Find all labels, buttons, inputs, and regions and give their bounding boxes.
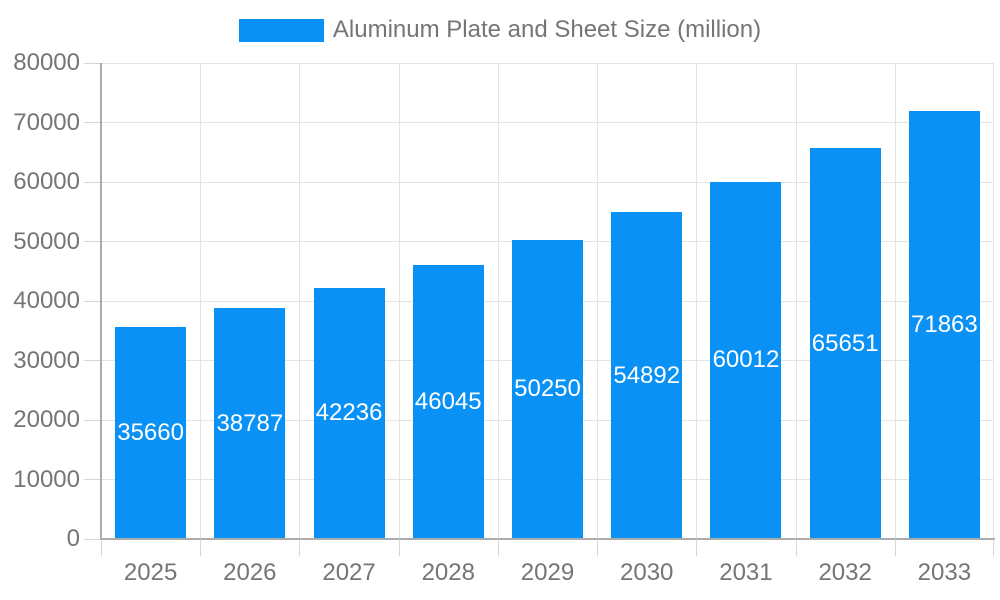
y-axis-label: 50000 <box>13 227 80 255</box>
x-tick <box>696 539 698 556</box>
bar-value-label: 65651 <box>811 329 879 357</box>
y-tick <box>84 479 100 480</box>
bar[interactable]: 60012 <box>710 181 782 539</box>
bar[interactable]: 42236 <box>313 287 385 539</box>
x-grid-line <box>200 63 202 539</box>
x-grid-line <box>299 63 301 539</box>
legend-item[interactable]: Aluminum Plate and Sheet Size (million) <box>238 16 762 44</box>
x-grid-line <box>497 63 499 539</box>
legend-label: Aluminum Plate and Sheet Size (million) <box>332 16 762 43</box>
bar[interactable]: 71863 <box>908 111 980 539</box>
bar-value-label: 35660 <box>117 418 184 446</box>
y-axis-label: 80000 <box>13 49 80 76</box>
bar[interactable]: 38787 <box>214 308 286 539</box>
x-axis-label: 2026 <box>223 559 277 586</box>
y-tick <box>84 360 100 361</box>
x-axis-label: 2033 <box>917 559 972 586</box>
bar-value-label: 38787 <box>216 409 284 437</box>
bar[interactable]: 54892 <box>611 212 683 539</box>
x-axis-label: 2030 <box>620 559 674 586</box>
bar-value-label: 60012 <box>712 346 780 374</box>
y-axis-label: 0 <box>66 525 80 552</box>
bar[interactable]: 46045 <box>412 265 484 539</box>
x-grid-line <box>795 63 797 539</box>
legend: Aluminum Plate and Sheet Size (million) <box>0 16 1000 44</box>
bar[interactable]: 65651 <box>809 148 881 539</box>
x-axis-label: 2025 <box>123 559 178 586</box>
y-axis-label: 30000 <box>13 346 80 374</box>
x-tick <box>200 539 202 556</box>
x-tick <box>597 539 599 556</box>
x-axis-label: 2029 <box>520 559 575 586</box>
bar-value-label: 46045 <box>414 388 482 415</box>
x-grid-line <box>597 63 599 539</box>
x-grid-line <box>894 63 896 539</box>
x-axis-label: 2032 <box>818 559 872 586</box>
y-tick <box>84 181 100 183</box>
y-axis-label: 40000 <box>13 287 80 314</box>
bar[interactable]: 35660 <box>115 326 187 539</box>
bar-value-label: 71863 <box>911 311 978 339</box>
x-grid-line <box>993 63 994 539</box>
x-axis-label: 2031 <box>719 559 773 586</box>
plot-area: 35660 38787 42236 46045 50250 54892 60012 65651… <box>13 49 995 586</box>
y-grid-line <box>101 62 994 64</box>
x-tick <box>299 539 301 556</box>
y-tick <box>84 300 100 302</box>
y-grid-line <box>101 122 994 123</box>
y-axis-label: 70000 <box>13 108 80 136</box>
legend-swatch <box>238 18 324 42</box>
y-tick <box>84 62 100 64</box>
x-tick <box>894 539 896 556</box>
y-tick <box>84 122 100 123</box>
bar-value-label: 54892 <box>613 361 681 389</box>
y-tick <box>84 241 100 242</box>
y-axis-label: 60000 <box>13 168 80 195</box>
x-axis-line <box>100 538 995 540</box>
y-tick <box>84 419 100 421</box>
bar[interactable]: 50250 <box>512 240 583 539</box>
x-grid-line <box>696 63 698 539</box>
x-grid-line <box>398 63 400 539</box>
bar-value-label: 42236 <box>315 399 383 427</box>
x-tick <box>101 539 102 556</box>
x-axis-label: 2028 <box>421 559 475 586</box>
y-grid-line <box>101 181 994 183</box>
y-axis-label: 10000 <box>13 465 80 493</box>
x-tick <box>497 539 499 556</box>
y-axis-line <box>100 63 102 539</box>
x-axis-label: 2027 <box>322 559 376 586</box>
x-tick <box>398 539 400 556</box>
y-axis-label: 20000 <box>13 406 80 433</box>
x-tick <box>795 539 797 556</box>
x-tick <box>993 539 994 556</box>
bar-value-label: 50250 <box>514 375 581 403</box>
y-tick <box>84 538 100 540</box>
